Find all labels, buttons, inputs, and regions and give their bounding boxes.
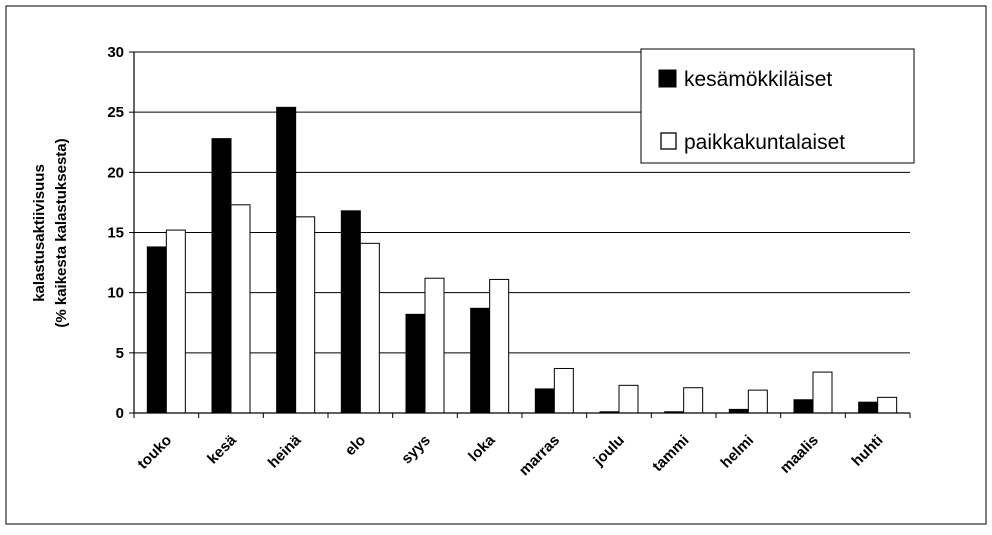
bar-paikkakuntalaiset-8 xyxy=(683,387,704,414)
y-axis-label: kalastusaktiivisuus (% kaikesta kalastuk… xyxy=(31,138,70,327)
bar-kesamokkilaiset-1 xyxy=(211,138,232,414)
bar-kesamokkilaiset-10 xyxy=(793,399,814,414)
legend: kesämökkiläiset paikkakuntalaiset xyxy=(640,48,915,164)
legend-label-paikkakuntalaiset: paikkakuntalaiset xyxy=(684,131,845,154)
y-tick-label-25: 25 xyxy=(107,104,124,121)
y-axis-label-line2: (% kaikesta kalastuksesta) xyxy=(53,138,70,327)
bars xyxy=(146,106,898,414)
bar-kesamokkilaiset-4 xyxy=(405,313,426,414)
y-tick-label-0: 0 xyxy=(116,405,124,422)
y-axis-label-line1: kalastusaktiivisuus xyxy=(31,164,48,302)
legend-swatch-paikkakuntalaiset xyxy=(660,132,677,150)
y-tick-label-5: 5 xyxy=(116,345,124,362)
bar-paikkakuntalaiset-4 xyxy=(424,277,445,414)
y-tick-label-10: 10 xyxy=(107,285,124,302)
bar-paikkakuntalaiset-11 xyxy=(877,396,898,414)
bar-paikkakuntalaiset-1 xyxy=(230,204,251,414)
bar-kesamokkilaiset-2 xyxy=(276,106,297,414)
bar-paikkakuntalaiset-9 xyxy=(747,389,768,414)
bar-kesamokkilaiset-0 xyxy=(146,246,167,414)
bar-paikkakuntalaiset-10 xyxy=(812,371,833,414)
legend-box xyxy=(640,48,915,164)
bar-paikkakuntalaiset-5 xyxy=(489,278,510,414)
legend-label-kesamokkilaiset: kesämökkiläiset xyxy=(684,68,832,91)
bar-kesamokkilaiset-11 xyxy=(858,401,879,414)
legend-swatch-kesamokkilaiset xyxy=(658,69,677,88)
y-tick-labels: 0 5 10 15 20 25 30 xyxy=(107,44,124,422)
y-tick-label-20: 20 xyxy=(107,164,124,181)
y-tick-label-15: 15 xyxy=(107,225,124,242)
bar-paikkakuntalaiset-3 xyxy=(359,242,380,414)
bar-kesamokkilaiset-5 xyxy=(470,307,491,414)
bar-paikkakuntalaiset-0 xyxy=(165,229,186,414)
bar-paikkakuntalaiset-6 xyxy=(553,367,574,414)
bar-paikkakuntalaiset-7 xyxy=(618,384,639,414)
bar-kesamokkilaiset-3 xyxy=(340,210,361,414)
bar-kesamokkilaiset-6 xyxy=(534,388,555,414)
y-tick-label-30: 30 xyxy=(107,44,124,61)
axes xyxy=(133,52,910,414)
bar-paikkakuntalaiset-2 xyxy=(295,216,316,414)
